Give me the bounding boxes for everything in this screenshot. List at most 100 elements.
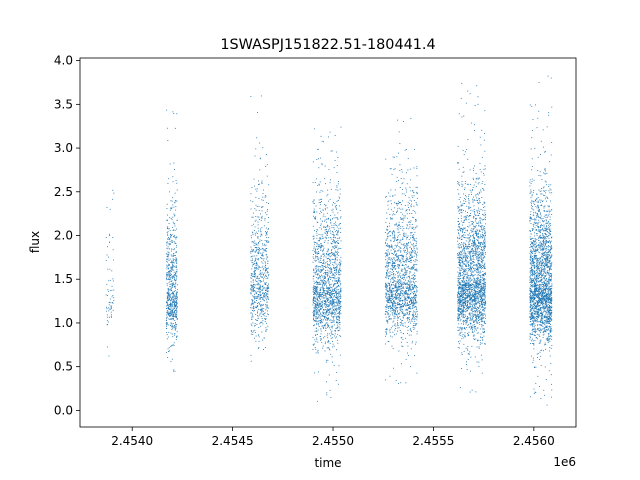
data-point (312, 261, 314, 263)
data-point (337, 252, 339, 253)
data-point (313, 300, 314, 302)
data-point (313, 315, 314, 316)
data-point (166, 226, 168, 228)
data-point (338, 278, 340, 279)
data-point (167, 295, 169, 297)
data-point (413, 310, 414, 312)
data-point (251, 284, 253, 286)
data-point (336, 297, 337, 298)
data-point (391, 327, 392, 329)
data-point (167, 246, 169, 248)
data-point (330, 326, 332, 328)
data-point (393, 249, 394, 251)
data-point (394, 317, 396, 319)
data-point (390, 281, 392, 283)
data-point (408, 317, 409, 319)
data-point (457, 181, 459, 182)
data-point (316, 243, 318, 245)
data-point (392, 264, 394, 266)
data-point (169, 304, 171, 306)
data-point (414, 275, 415, 276)
data-point (167, 348, 169, 350)
data-point (172, 328, 174, 330)
data-point (336, 317, 337, 319)
data-point (320, 279, 322, 281)
data-point (466, 205, 468, 207)
data-point (267, 286, 269, 288)
data-point (336, 265, 338, 267)
data-point (461, 338, 463, 340)
data-point (317, 292, 319, 294)
data-point (329, 294, 331, 296)
data-point (413, 279, 415, 280)
data-point (411, 250, 413, 251)
data-point (257, 283, 259, 285)
data-point (331, 313, 333, 315)
data-point (174, 127, 176, 129)
data-point (110, 308, 112, 309)
data-point (316, 271, 317, 273)
data-point (325, 204, 327, 206)
data-point (397, 319, 399, 321)
data-point (170, 313, 172, 315)
data-point (481, 324, 483, 326)
data-point (312, 291, 314, 292)
data-point (331, 356, 333, 358)
data-point (340, 262, 342, 264)
data-point (267, 285, 269, 287)
data-point (176, 306, 178, 308)
data-point (338, 309, 340, 311)
data-point (266, 234, 268, 236)
data-point (484, 290, 486, 292)
data-point (386, 272, 388, 274)
data-point (313, 241, 315, 243)
data-point (410, 258, 411, 259)
data-point (257, 112, 258, 113)
data-point (404, 297, 406, 299)
data-point (390, 289, 391, 291)
data-point (259, 157, 261, 159)
data-point (318, 320, 320, 322)
data-point (314, 312, 316, 314)
data-point (473, 282, 475, 283)
data-point (416, 260, 418, 262)
data-point (399, 279, 401, 281)
data-point (319, 283, 321, 285)
data-point (412, 312, 414, 314)
data-point (312, 304, 314, 306)
data-point (323, 283, 325, 285)
data-point (328, 253, 330, 255)
data-point (405, 243, 407, 245)
data-point (402, 222, 404, 223)
data-point (334, 314, 336, 316)
data-point (325, 270, 326, 272)
data-point (408, 197, 410, 199)
data-point (327, 258, 329, 260)
data-point (414, 290, 415, 292)
data-point (322, 321, 324, 323)
data-point (395, 305, 397, 307)
data-point (415, 285, 416, 286)
data-point (337, 282, 338, 284)
data-point (256, 268, 257, 270)
data-point (474, 270, 476, 272)
data-point (333, 227, 335, 228)
data-point (169, 295, 171, 297)
data-point (170, 267, 172, 269)
data-point (414, 211, 416, 212)
data-point (256, 324, 258, 325)
data-point (387, 268, 389, 270)
data-point (389, 262, 391, 264)
data-point (401, 290, 403, 291)
data-point (414, 324, 416, 326)
data-point (333, 309, 335, 311)
data-point (465, 102, 467, 104)
data-point (319, 303, 321, 305)
data-point (313, 272, 315, 274)
data-point (318, 240, 320, 242)
data-point (323, 285, 325, 287)
data-point (322, 300, 324, 302)
data-point (338, 271, 340, 273)
data-point (405, 297, 407, 299)
data-point (173, 255, 175, 256)
